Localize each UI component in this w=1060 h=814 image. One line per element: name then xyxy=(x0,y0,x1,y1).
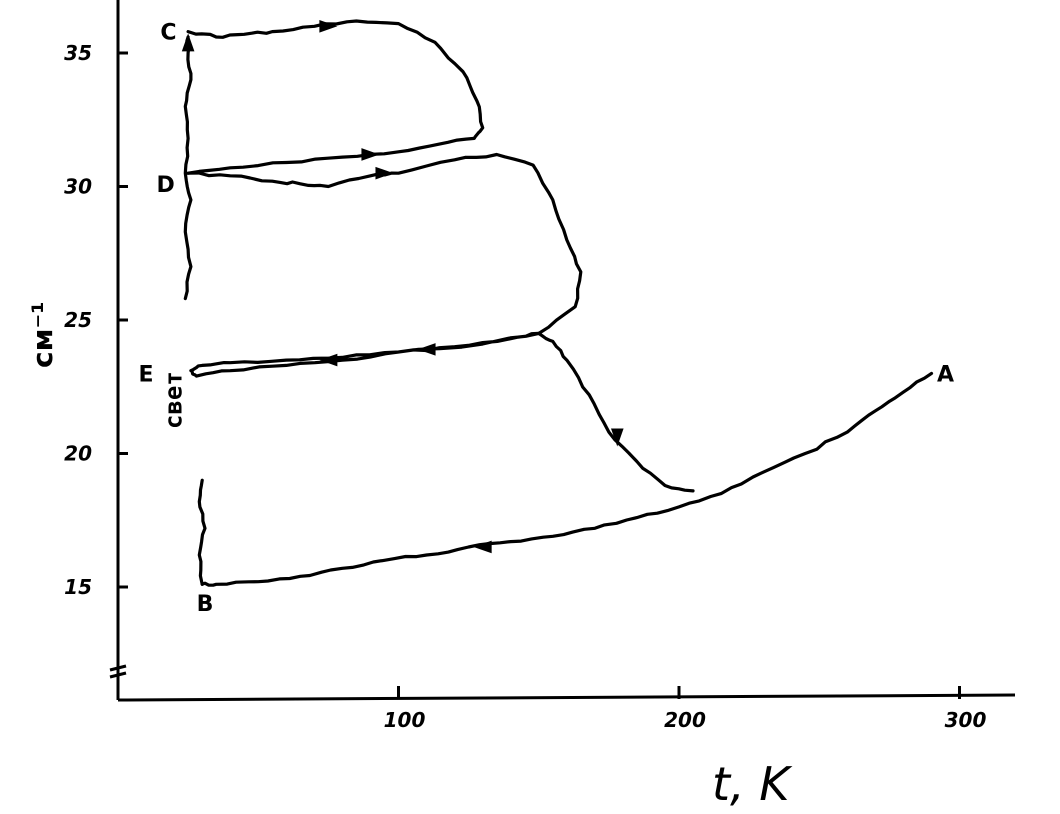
light-annotation: свет xyxy=(159,371,187,429)
point-label: E xyxy=(139,362,154,387)
point-label: C xyxy=(160,21,176,46)
x-tick-label: 200 xyxy=(664,708,706,732)
labels: A B C D E свет xyxy=(139,21,954,617)
series-curve xyxy=(183,35,193,301)
axes xyxy=(109,0,1016,702)
y-tick-label: 25 xyxy=(64,308,92,332)
direction-arrow xyxy=(181,33,195,52)
ticks: 15 20 25 30 35 100 200 300 xyxy=(64,41,986,732)
direction-arrow xyxy=(361,148,380,161)
direction-arrow xyxy=(375,166,394,180)
direction-arrow xyxy=(417,343,436,356)
y-tick-label: 30 xyxy=(64,175,92,199)
direction-arrow xyxy=(319,20,338,33)
y-axis-break-mark xyxy=(109,664,127,672)
series-curve xyxy=(197,478,207,586)
x-axis-label: t, K xyxy=(712,757,793,811)
y-tick-label: 20 xyxy=(64,442,92,466)
x-tick-label: 300 xyxy=(945,708,987,732)
x-tick-label: 100 xyxy=(384,708,426,732)
point-label: A xyxy=(937,362,954,387)
direction-arrow xyxy=(473,540,492,554)
y-axis-break-mark xyxy=(109,671,127,679)
direction-arrow xyxy=(319,353,338,367)
series-curve xyxy=(186,19,485,175)
series-curve xyxy=(189,331,695,493)
curves xyxy=(181,19,934,587)
point-label: B xyxy=(197,592,214,617)
x-axis-line xyxy=(117,693,1016,702)
series-curve xyxy=(200,371,934,587)
direction-arrow xyxy=(610,428,624,447)
y-axis-label: см⁻¹ xyxy=(26,301,59,368)
y-tick-label: 15 xyxy=(64,575,92,599)
y-tick-label: 35 xyxy=(64,41,92,65)
point-label: D xyxy=(157,173,175,198)
series-curve xyxy=(186,152,583,335)
